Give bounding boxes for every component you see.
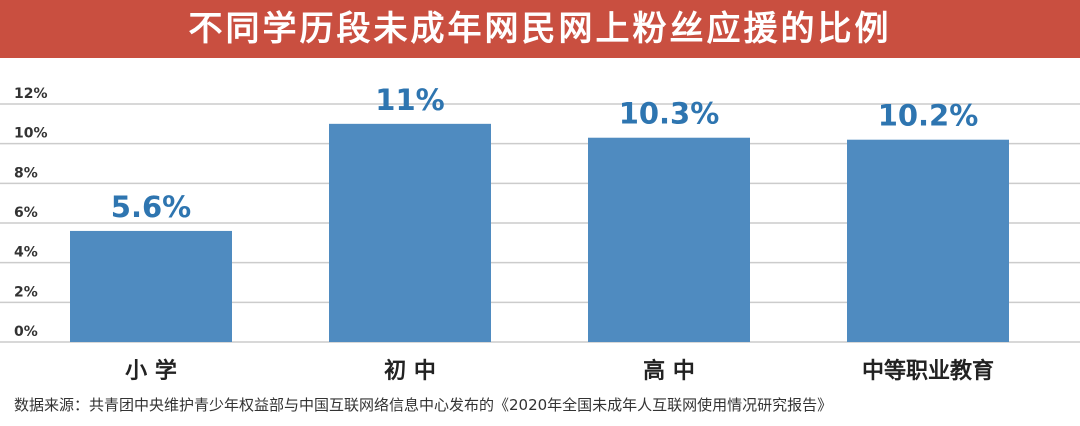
data-label: 5.6%: [111, 190, 191, 224]
x-tick-label: 中等职业教育: [862, 358, 994, 384]
data-source-note: 数据来源：共青团中央维护青少年权益部与中国互联网络信息中心发布的《2020年全国…: [14, 396, 833, 414]
data-label: 10.2%: [878, 99, 979, 133]
y-tick-label: 0%: [14, 324, 38, 340]
bar: [70, 230, 232, 342]
y-tick-label: 6%: [14, 205, 38, 221]
chart-title: 不同学历段未成年网民网上粉丝应援的比例: [0, 0, 1080, 58]
x-tick-label: 高 中: [643, 358, 695, 384]
y-tick-label: 10%: [14, 126, 48, 142]
data-label: 11%: [375, 83, 444, 117]
bar: [329, 123, 491, 342]
data-label: 10.3%: [619, 97, 720, 131]
y-tick-label: 4%: [14, 245, 38, 261]
y-tick-label: 12%: [14, 86, 48, 102]
bar: [847, 139, 1009, 342]
bar: [588, 137, 750, 342]
x-tick-label: 初 中: [384, 358, 436, 384]
y-tick-label: 2%: [14, 284, 38, 300]
x-tick-label: 小 学: [125, 358, 177, 384]
y-tick-label: 8%: [14, 165, 38, 181]
